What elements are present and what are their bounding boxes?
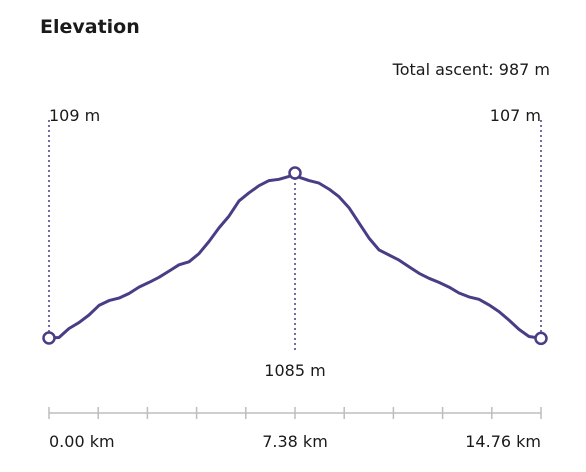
end-elevation-label: 107 m [490, 106, 541, 125]
guide-lines [48, 120, 542, 352]
x-axis [48, 407, 542, 419]
elevation-markers [42, 166, 548, 346]
peak-point-marker [288, 166, 302, 180]
total-ascent-label: Total ascent: 987 m [392, 60, 550, 79]
chart-labels: 109 m 107 m 1085 m 0.00 km 7.38 km 14.76 km [49, 106, 541, 451]
end-point-marker [534, 331, 548, 346]
x-tick-label: 14.76 km [465, 432, 541, 451]
start-elevation-label: 109 m [49, 106, 100, 125]
start-point-marker [42, 331, 56, 345]
chart-title: Elevation [40, 16, 140, 38]
x-tick-label: 0.00 km [49, 432, 115, 451]
max-elevation-label: 1085 m [264, 361, 325, 380]
x-tick-label: 7.38 km [262, 432, 328, 451]
